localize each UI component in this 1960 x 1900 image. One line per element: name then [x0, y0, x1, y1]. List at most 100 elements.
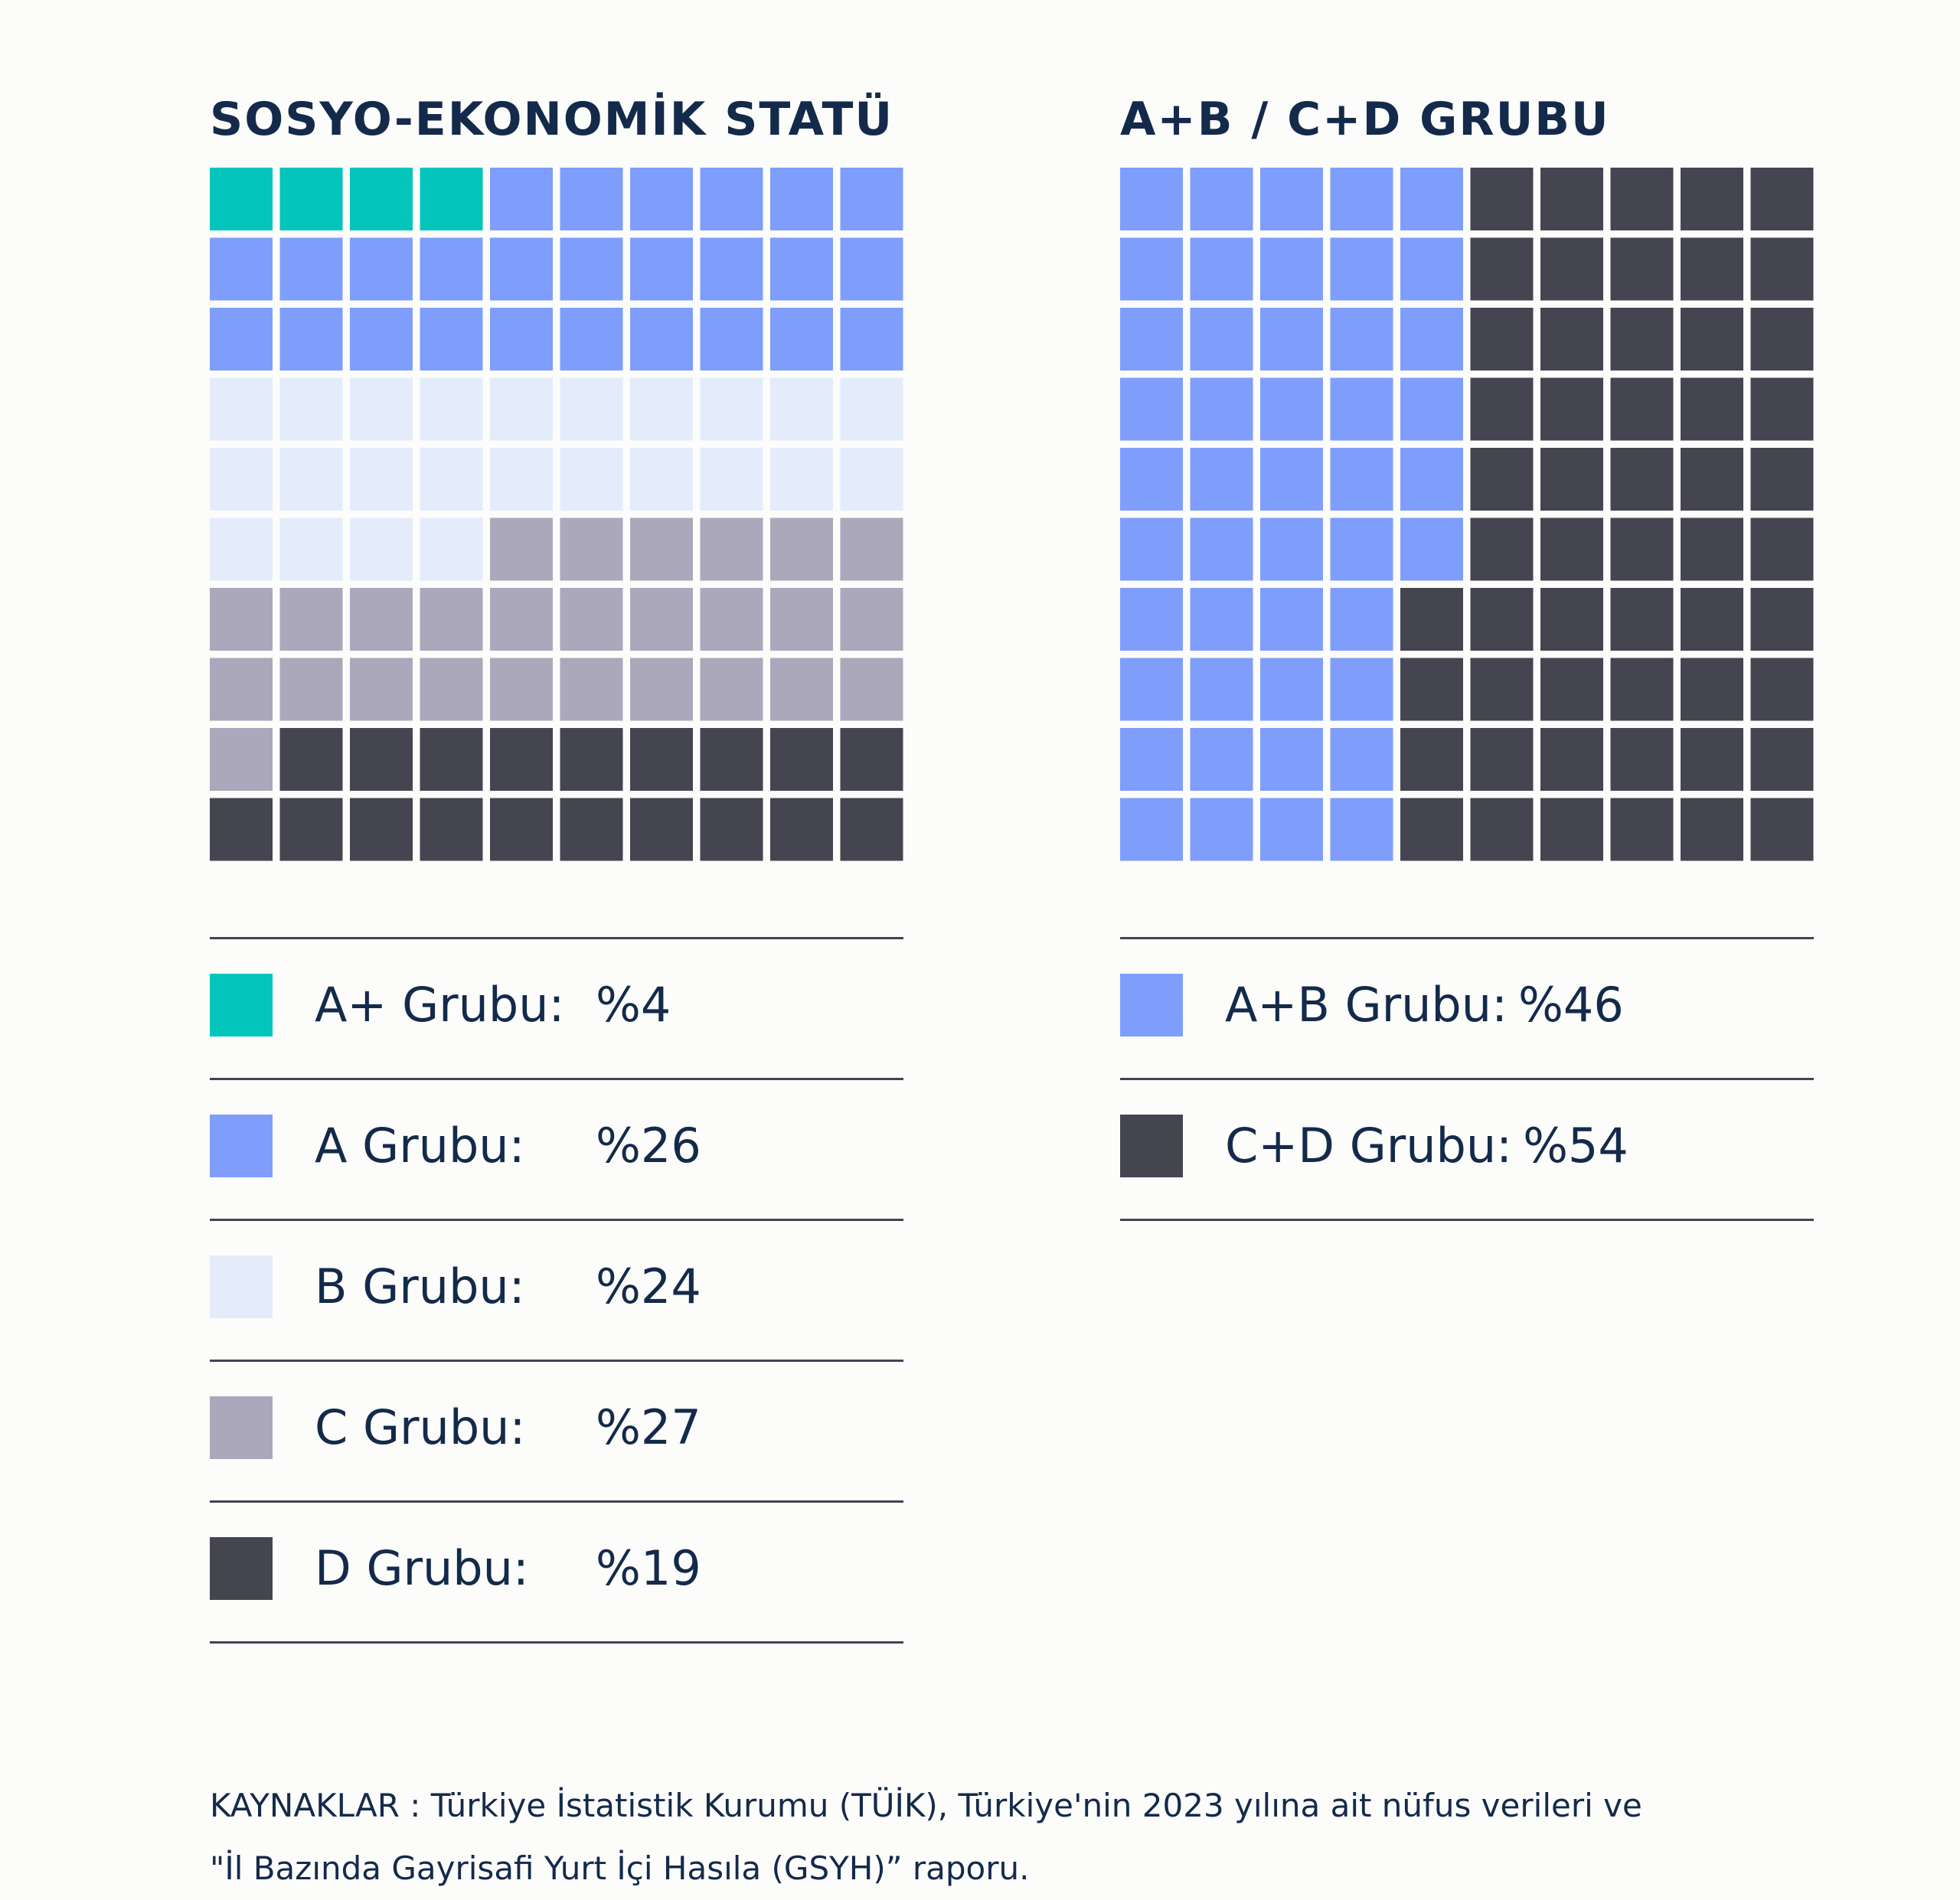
- legend-label: A+ Grubu:: [315, 977, 565, 1033]
- waffle-cell: [1681, 377, 1743, 441]
- waffle-cell: [350, 658, 413, 721]
- waffle-cell: [700, 517, 763, 581]
- waffle-cell: [1400, 308, 1463, 371]
- waffle-cell: [840, 728, 903, 791]
- waffle-cell: [1120, 798, 1183, 861]
- waffle-cell: [840, 658, 903, 721]
- waffle-cell: [350, 798, 413, 861]
- waffle-cell: [1400, 237, 1463, 301]
- waffle-cell: [279, 237, 343, 301]
- waffle-cell: [1750, 728, 1814, 791]
- waffle-cell: [1750, 798, 1814, 861]
- waffle-cell: [1190, 168, 1253, 230]
- legend-value: %27: [596, 1399, 701, 1455]
- waffle-cell: [420, 658, 483, 721]
- waffle-cell: [1540, 448, 1603, 511]
- waffle-cell: [1120, 237, 1183, 301]
- waffle-cell: [1400, 798, 1463, 861]
- waffle-cell: [700, 377, 763, 441]
- waffle-cell: [1610, 728, 1674, 791]
- waffle-cell: [490, 728, 553, 791]
- waffle-cell: [1470, 588, 1534, 651]
- legend-text: A+B Grubu: %46: [1225, 968, 1624, 1042]
- waffle-cell: [630, 168, 693, 230]
- waffle-cell: [1120, 588, 1183, 651]
- waffle-cell: [840, 588, 903, 651]
- waffle-cell: [1540, 658, 1603, 721]
- waffle-cell: [420, 308, 483, 371]
- waffle-cell: [279, 168, 343, 230]
- waffle-cell: [840, 517, 903, 581]
- waffle-cell: [630, 237, 693, 301]
- waffle-cell: [700, 237, 763, 301]
- waffle-cell: [770, 448, 833, 511]
- waffle-cell: [1610, 588, 1674, 651]
- legend-value: %19: [596, 1540, 701, 1596]
- waffle-cell: [1260, 448, 1323, 511]
- waffle-cell: [1260, 308, 1323, 371]
- waffle-cell: [1330, 517, 1393, 581]
- waffle-cell: [770, 517, 833, 581]
- waffle-cell: [630, 308, 693, 371]
- waffle-cell: [560, 517, 623, 581]
- waffle-cell: [1681, 237, 1743, 301]
- waffle-cell: [1540, 588, 1603, 651]
- waffle-cell: [1470, 237, 1534, 301]
- waffle-cell: [1470, 517, 1534, 581]
- waffle-cell: [770, 658, 833, 721]
- waffle-cell: [1470, 308, 1534, 371]
- waffle-cell: [1400, 377, 1463, 441]
- waffle-cell: [1400, 588, 1463, 651]
- waffle-cell: [700, 798, 763, 861]
- waffle-cell: [1120, 377, 1183, 441]
- waffle-cell: [279, 377, 343, 441]
- waffle-cell: [350, 448, 413, 511]
- waffle-cell: [560, 237, 623, 301]
- waffle-cell: [1750, 517, 1814, 581]
- waffle-cell: [1330, 168, 1393, 230]
- waffle-cell: [840, 308, 903, 371]
- waffle-cell: [1470, 377, 1534, 441]
- waffle-cell: [420, 377, 483, 441]
- waffle-cell: [1750, 448, 1814, 511]
- waffle-cell: [420, 448, 483, 511]
- legend-value: %4: [596, 977, 671, 1033]
- legend-label: D Grubu:: [315, 1540, 529, 1596]
- waffle-cell: [1400, 728, 1463, 791]
- waffle-cell: [210, 658, 273, 721]
- legend-label: C Grubu:: [315, 1399, 526, 1455]
- waffle-cell: [420, 728, 483, 791]
- waffle-cell: [210, 448, 273, 511]
- legend-swatch: [1120, 1115, 1183, 1177]
- waffle-cell: [1540, 517, 1603, 581]
- legend-swatch: [210, 974, 273, 1037]
- waffle-cell: [490, 308, 553, 371]
- waffle-cell: [560, 798, 623, 861]
- waffle-cell: [1681, 517, 1743, 581]
- legend-item: C Grubu: %27: [210, 1360, 903, 1500]
- waffle-cell: [560, 658, 623, 721]
- waffle-cell: [210, 588, 273, 651]
- waffle-cell: [770, 588, 833, 651]
- legend-swatch: [210, 1537, 273, 1600]
- panel-title: A+B / C+D GRUBU: [1120, 93, 1610, 146]
- waffle-cell: [630, 658, 693, 721]
- legend-value: %46: [1517, 977, 1624, 1033]
- waffle-cell: [1681, 728, 1743, 791]
- legend: A+ Grubu: %4 A Grubu: %26 B Grubu: %24 C…: [210, 937, 903, 1644]
- legend-label: B Grubu:: [315, 1259, 525, 1314]
- waffle-cell: [1610, 517, 1674, 581]
- waffle-cell: [1750, 658, 1814, 721]
- waffle-cell: [840, 168, 903, 230]
- waffle-cell: [560, 588, 623, 651]
- waffle-cell: [1190, 658, 1253, 721]
- legend-item: B Grubu: %24: [210, 1219, 903, 1360]
- waffle-cell: [1190, 308, 1253, 371]
- waffle-cell: [1681, 168, 1743, 230]
- waffle-cell: [1470, 658, 1534, 721]
- legend-item: A Grubu: %26: [210, 1078, 903, 1219]
- waffle-cell: [1330, 728, 1393, 791]
- waffle-cell: [700, 448, 763, 511]
- legend-item: C+D Grubu: %54: [1120, 1078, 1814, 1221]
- waffle-cell: [1610, 448, 1674, 511]
